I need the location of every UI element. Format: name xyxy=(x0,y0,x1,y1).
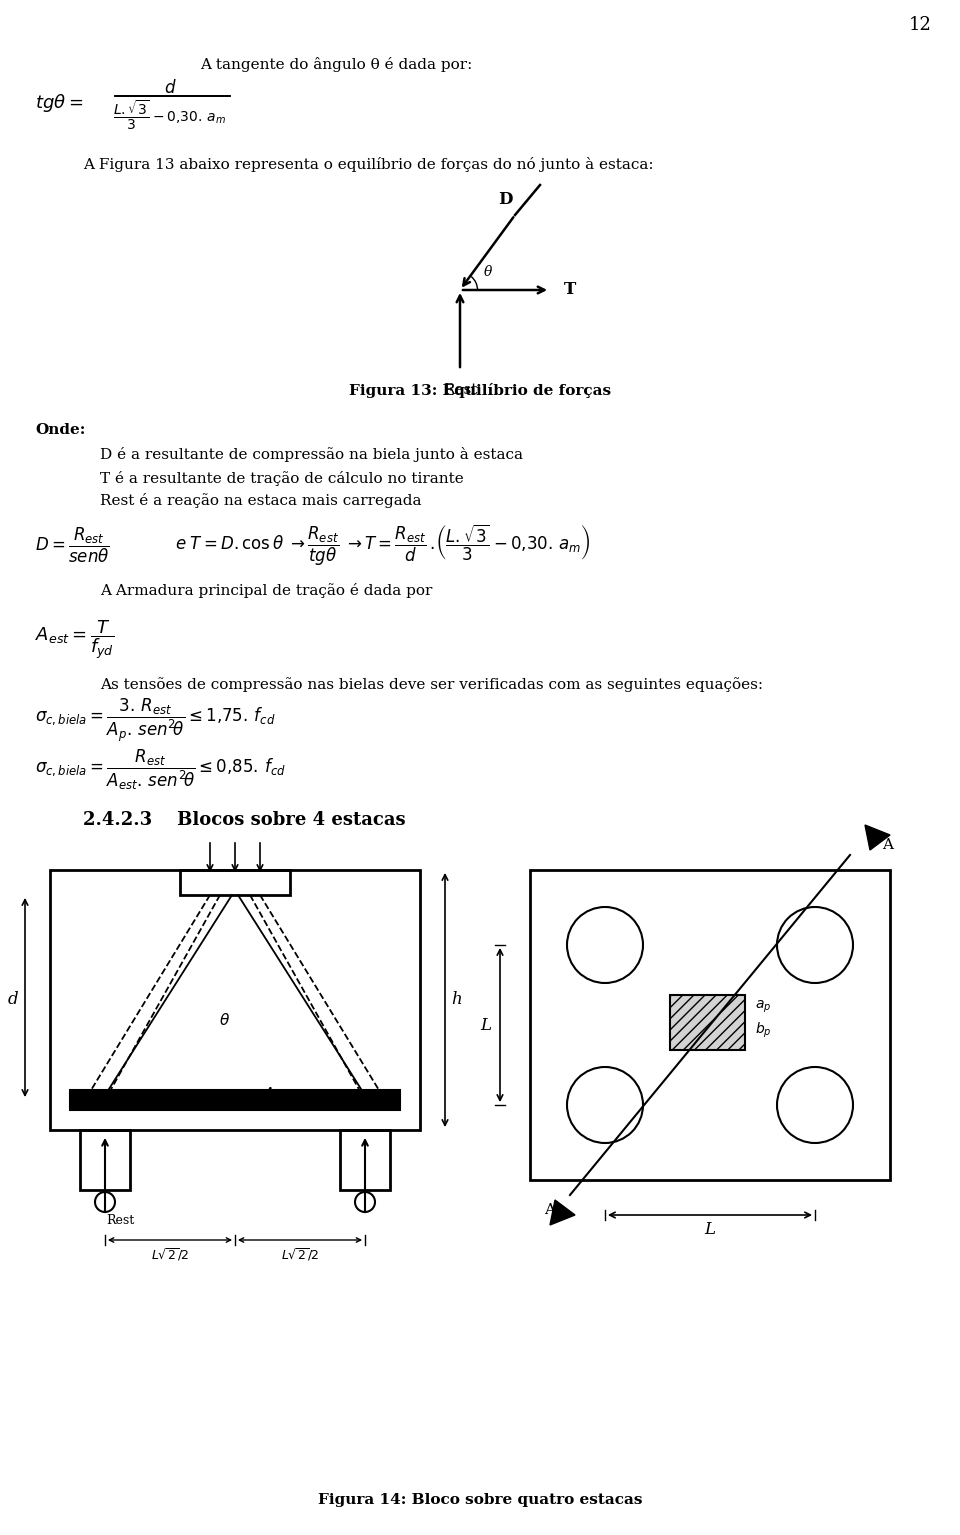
Polygon shape xyxy=(70,1090,400,1110)
Text: θ: θ xyxy=(484,266,492,279)
Text: T: T xyxy=(564,281,576,298)
Text: D é a resultante de compressão na biela junto à estaca: D é a resultante de compressão na biela … xyxy=(100,448,523,462)
Text: $b_p$: $b_p$ xyxy=(755,1021,772,1039)
Text: Figura 14: Bloco sobre quatro estacas: Figura 14: Bloco sobre quatro estacas xyxy=(318,1494,642,1507)
Text: $A_{st}$: $A_{st}$ xyxy=(263,1085,287,1104)
Text: $tg\theta = $: $tg\theta = $ xyxy=(35,92,84,114)
Text: $\sigma_{c,biela} = \dfrac{3.\,R_{est}}{A_p.\,sen^2\!\theta} \leq 1{,}75.\,f_{cd: $\sigma_{c,biela} = \dfrac{3.\,R_{est}}{… xyxy=(35,697,276,744)
Text: Figura 13: Equilíbrio de forças: Figura 13: Equilíbrio de forças xyxy=(348,382,612,398)
Text: $\dfrac{L.\sqrt{3}}{3} - 0{,}30.\,a_m$: $\dfrac{L.\sqrt{3}}{3} - 0{,}30.\,a_m$ xyxy=(113,98,227,132)
Text: $d$: $d$ xyxy=(164,78,177,97)
Text: d: d xyxy=(8,992,18,1008)
Text: As tensões de compressão nas bielas deve ser verificadas com as seguintes equaçõ: As tensões de compressão nas bielas deve… xyxy=(100,677,763,692)
Text: D: D xyxy=(497,192,513,209)
Text: T é a resultante de tração de cálculo no tirante: T é a resultante de tração de cálculo no… xyxy=(100,471,464,485)
Text: L: L xyxy=(705,1222,715,1239)
Text: A tangente do ângulo θ é dada por:: A tangente do ângulo θ é dada por: xyxy=(200,57,472,72)
Text: A Figura 13 abaixo representa o equilíbrio de forças do nó junto à estaca:: A Figura 13 abaixo representa o equilíbr… xyxy=(83,158,654,172)
Text: Rest: Rest xyxy=(106,1214,134,1226)
Text: 2.4.2.3    Blocos sobre 4 estacas: 2.4.2.3 Blocos sobre 4 estacas xyxy=(83,810,406,829)
Text: A: A xyxy=(544,1203,556,1217)
Text: A Armadura principal de tração é dada por: A Armadura principal de tração é dada po… xyxy=(100,582,432,597)
Text: h: h xyxy=(451,992,463,1008)
Text: Rest: Rest xyxy=(443,384,477,398)
Text: L: L xyxy=(481,1016,492,1033)
Text: $\sigma_{c,biela} = \dfrac{R_{est}}{A_{est}.\,sen^2\!\theta} \leq 0{,}85.\,f_{cd: $\sigma_{c,biela} = \dfrac{R_{est}}{A_{e… xyxy=(35,748,286,792)
Text: $D = \dfrac{R_{est}}{sen\theta}$: $D = \dfrac{R_{est}}{sen\theta}$ xyxy=(35,525,109,565)
Text: A: A xyxy=(882,838,894,852)
Text: $\theta$: $\theta$ xyxy=(220,1012,230,1028)
Text: Onde:: Onde: xyxy=(35,424,85,437)
Text: $e\; T = D.\cos\theta\;\rightarrow\dfrac{R_{est}}{tg\theta}\;\rightarrow T = \df: $e\; T = D.\cos\theta\;\rightarrow\dfrac… xyxy=(175,522,590,568)
Text: $L\sqrt{2}/2$: $L\sqrt{2}/2$ xyxy=(281,1246,319,1263)
Polygon shape xyxy=(550,1200,575,1225)
Polygon shape xyxy=(670,995,745,1050)
Polygon shape xyxy=(865,824,890,850)
Text: $a_p$: $a_p$ xyxy=(755,999,771,1015)
Text: 12: 12 xyxy=(908,15,931,34)
Text: $L\sqrt{2}/2$: $L\sqrt{2}/2$ xyxy=(151,1246,189,1263)
Text: Rest é a reação na estaca mais carregada: Rest é a reação na estaca mais carregada xyxy=(100,493,421,508)
Text: $A_{est} = \dfrac{T}{f_{yd}}$: $A_{est} = \dfrac{T}{f_{yd}}$ xyxy=(35,619,114,662)
